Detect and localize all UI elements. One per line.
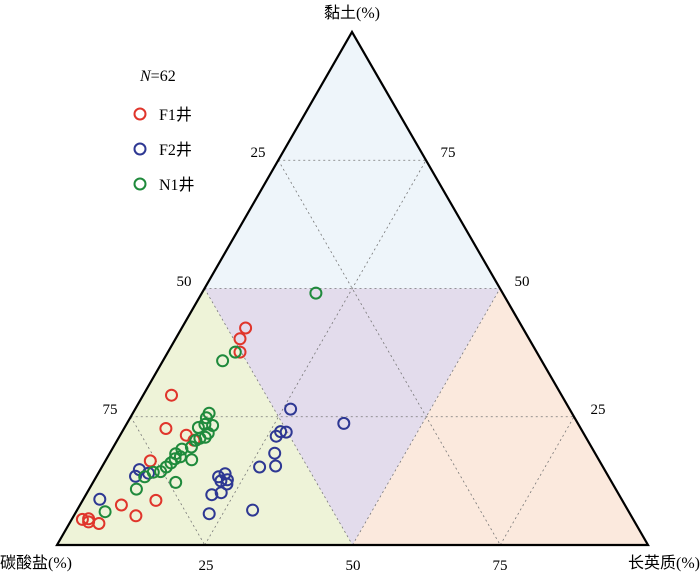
point-series2-9: [246, 503, 260, 517]
point-series1-2: [233, 332, 247, 346]
point-series3-19: [169, 475, 183, 489]
point-series1-9: [149, 493, 163, 507]
tick-label-bottom-25: 25: [199, 558, 214, 574]
tick-label-bottom-50: 50: [346, 558, 361, 574]
point-series3-26: [175, 442, 189, 456]
legend-label-f1: F1井: [159, 106, 192, 124]
point-series2-21: [220, 477, 234, 491]
gridline-carbonate-50: [204, 288, 353, 546]
tick-label-left-50: 50: [177, 274, 192, 290]
point-series3-22: [138, 470, 152, 484]
point-series3-23: [129, 482, 143, 496]
point-series2-7: [268, 446, 282, 460]
tick-label-right-50: 50: [515, 274, 530, 290]
point-series2-6: [269, 459, 283, 473]
point-series1-4: [165, 388, 178, 402]
region-clay-rich: [204, 32, 500, 289]
legend-label-f2: F2井: [159, 141, 192, 159]
legend-label-n1: N1井: [159, 176, 195, 194]
axis-label-right: 长英质(%): [628, 554, 700, 572]
region-felsic-rich: [352, 288, 648, 545]
legend-count-value: =62: [151, 68, 176, 85]
axis-label-top: 黏土(%): [324, 4, 380, 22]
tick-label-left-25: 25: [251, 145, 266, 161]
point-series3-5: [199, 411, 213, 425]
legend-marker-f1: [133, 107, 147, 121]
point-series3-14: [185, 453, 199, 467]
gridline-felsic-50: [352, 288, 501, 546]
point-series1-11: [129, 509, 143, 523]
point-series3-3: [216, 354, 230, 368]
point-series2-19: [93, 492, 107, 506]
tick-label-right-25: 25: [591, 402, 606, 418]
gridline-felsic-25: [204, 160, 427, 546]
legend-count: N=62: [139, 68, 176, 85]
point-series1-10: [114, 498, 128, 512]
point-series2-11: [220, 473, 234, 487]
tick-label-right-75: 75: [441, 145, 456, 161]
point-series1-8: [143, 454, 157, 468]
point-series2-15: [202, 507, 216, 521]
legend-count-prefix: N: [139, 68, 152, 85]
point-series1-13: [75, 512, 89, 526]
legend-marker-n1: [133, 177, 147, 191]
point-series2-1: [337, 416, 351, 430]
gridlines: [130, 159, 575, 546]
point-series1-5: [159, 422, 173, 435]
point-series2-8: [253, 460, 267, 474]
tick-label-bottom-75: 75: [493, 558, 508, 574]
axis-label-left: 碳酸盐(%): [0, 554, 72, 572]
tick-label-left-75: 75: [103, 402, 118, 418]
point-series1-1: [239, 321, 253, 335]
point-series3-20: [154, 465, 168, 479]
point-series2-14: [205, 488, 219, 502]
legend: N=62 F1井 F2井 N1井: [133, 68, 195, 194]
gridline-carbonate-25: [277, 160, 501, 546]
triangle-outline: [55, 29, 650, 547]
data-points: [75, 286, 351, 530]
point-series2-5: [269, 429, 283, 443]
point-series3-24: [98, 505, 112, 519]
point-series3-1: [309, 286, 323, 300]
legend-marker-f2: [133, 142, 147, 156]
point-series2-13: [214, 486, 228, 500]
point-series2-2: [284, 402, 298, 416]
point-series1-3: [233, 345, 247, 359]
point-series2-12: [212, 470, 226, 484]
triangle-frame: [55, 29, 650, 547]
point-series3-16: [168, 452, 182, 466]
point-series1-15: [92, 517, 106, 530]
point-series3-2: [228, 345, 242, 359]
point-series2-18: [129, 469, 142, 483]
